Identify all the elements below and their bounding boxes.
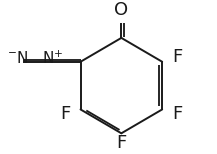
Text: $\mathsf{N^{+}}$: $\mathsf{N^{+}}$ [42, 49, 63, 67]
Text: O: O [114, 1, 128, 19]
Text: F: F [61, 105, 71, 124]
Text: F: F [172, 105, 182, 124]
Text: F: F [116, 134, 127, 152]
Text: $\mathsf{^{-}N}$: $\mathsf{^{-}N}$ [7, 50, 28, 66]
Text: F: F [172, 48, 182, 66]
